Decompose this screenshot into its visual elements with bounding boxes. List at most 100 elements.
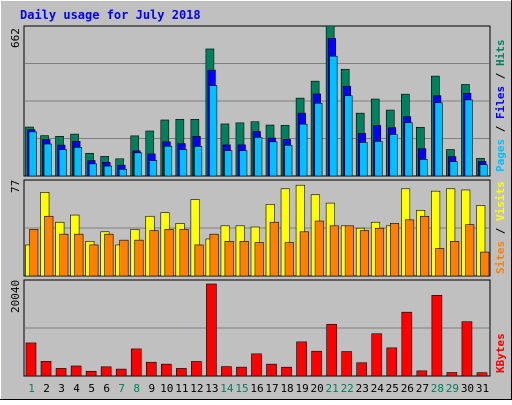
pages-bar xyxy=(58,149,67,177)
pages-bar xyxy=(284,145,293,177)
x-axis-day-label: 23 xyxy=(356,382,369,395)
sites-bar xyxy=(59,233,69,277)
x-axis-day-label: 9 xyxy=(148,382,155,395)
kbytes-bar xyxy=(401,311,413,377)
kbytes-panel-max-label: 20040 xyxy=(9,280,22,313)
pages-bar xyxy=(419,159,428,177)
pages-bar xyxy=(239,150,248,177)
x-axis-day-label: 25 xyxy=(386,382,399,395)
pages-bar xyxy=(28,131,37,177)
x-axis-day-label: 5 xyxy=(88,382,95,395)
sites-bar xyxy=(450,241,460,277)
kbytes-bar xyxy=(206,283,217,377)
pages-bar xyxy=(103,165,112,177)
x-axis-day-label: 16 xyxy=(250,382,263,395)
pages-bar xyxy=(133,152,143,177)
x-axis-day-label: 19 xyxy=(295,382,308,395)
sites-bar xyxy=(239,241,249,277)
sites-bar xyxy=(359,230,370,277)
legend-visits-panel: Sites / Visits xyxy=(494,181,507,274)
x-axis-day-label: 10 xyxy=(160,382,173,395)
pages-bar xyxy=(224,150,233,177)
kbytes-bar xyxy=(25,342,37,377)
pages-bar xyxy=(344,95,353,177)
x-axis-day-label: 24 xyxy=(371,382,385,395)
kbytes-bar xyxy=(191,361,202,377)
x-axis-day-label: 28 xyxy=(431,382,444,395)
pages-bar xyxy=(329,55,338,177)
kbytes-bar xyxy=(371,333,383,377)
legend-separator: / xyxy=(494,221,507,241)
pages-bar xyxy=(374,141,383,177)
sites-bar xyxy=(119,239,129,277)
x-axis-day-label: 15 xyxy=(235,382,248,395)
sites-bar xyxy=(389,223,400,277)
kbytes-bar xyxy=(130,348,142,377)
pages-bar xyxy=(464,99,473,177)
legend-kbytes: KBytes xyxy=(494,333,507,373)
kbytes-bar xyxy=(476,372,488,377)
kbytes-bar xyxy=(160,363,172,377)
sites-bar xyxy=(179,229,189,277)
kbytes-bar xyxy=(70,365,82,377)
kbytes-bar xyxy=(341,351,352,377)
sites-bar xyxy=(164,229,174,277)
sites-bar xyxy=(284,242,294,277)
sites-bar xyxy=(209,233,219,277)
x-axis-day-labels: 1 2 3 4 5 6 7 8 9 10 11 12 13 14 15 16 17 18 19 20 21 22 23 24 2… xyxy=(28,382,489,395)
legend-visits: Visits xyxy=(494,181,507,221)
kbytes-bar xyxy=(281,366,292,377)
kbytes-bar xyxy=(251,353,262,377)
x-axis-day-label: 26 xyxy=(401,382,414,395)
x-axis-day-label: 13 xyxy=(205,382,218,395)
sites-bar xyxy=(480,251,490,277)
kbytes-bar xyxy=(145,361,157,377)
x-axis-day-label: 14 xyxy=(220,382,234,395)
kbytes-bar xyxy=(40,361,52,377)
x-axis-day-label: 12 xyxy=(190,382,203,395)
pages-bar xyxy=(43,143,52,177)
legend-separator: / xyxy=(494,66,507,86)
pages-bar xyxy=(269,141,278,177)
x-axis-day-label: 8 xyxy=(133,382,140,395)
pages-bar xyxy=(434,102,443,177)
x-axis-day-label: 31 xyxy=(476,382,489,395)
sites-bar xyxy=(149,230,159,277)
pages-bar xyxy=(359,142,368,177)
x-axis-day-label: 6 xyxy=(103,382,110,395)
sites-bar xyxy=(420,215,430,277)
kbytes-bar xyxy=(85,370,97,377)
sites-bar xyxy=(299,231,309,277)
pages-bar xyxy=(179,149,188,177)
kbytes-bar xyxy=(176,368,187,377)
sites-bar xyxy=(74,233,84,277)
pages-bar xyxy=(254,137,263,177)
sites-bar xyxy=(269,221,279,277)
visits-panel-max-label: 77 xyxy=(9,180,22,193)
sites-bar xyxy=(44,215,54,277)
x-axis-day-label: 2 xyxy=(43,382,50,395)
kbytes-bar xyxy=(311,350,322,377)
x-axis-day-label: 11 xyxy=(175,382,188,395)
sites-bar xyxy=(435,248,445,277)
legend-separator: / xyxy=(494,119,507,139)
pages-bar xyxy=(73,147,82,177)
pages-bar xyxy=(148,160,158,177)
pages-bar xyxy=(389,134,398,177)
x-axis-day-label: 29 xyxy=(446,382,459,395)
pages-bar xyxy=(479,164,488,177)
sites-bar xyxy=(374,227,385,277)
pages-bar xyxy=(314,102,323,177)
x-axis-day-label: 21 xyxy=(326,382,339,395)
sites-bar xyxy=(194,244,204,277)
kbytes-bar xyxy=(446,372,458,377)
kbytes-bar xyxy=(356,362,368,377)
chart-title: Daily usage for July 2018 xyxy=(20,8,201,22)
kbytes-bar xyxy=(266,363,277,377)
kbytes-bar xyxy=(461,321,473,377)
sites-bar xyxy=(314,220,324,277)
kbytes-bar xyxy=(296,341,307,377)
kbytes-bar xyxy=(55,368,67,377)
